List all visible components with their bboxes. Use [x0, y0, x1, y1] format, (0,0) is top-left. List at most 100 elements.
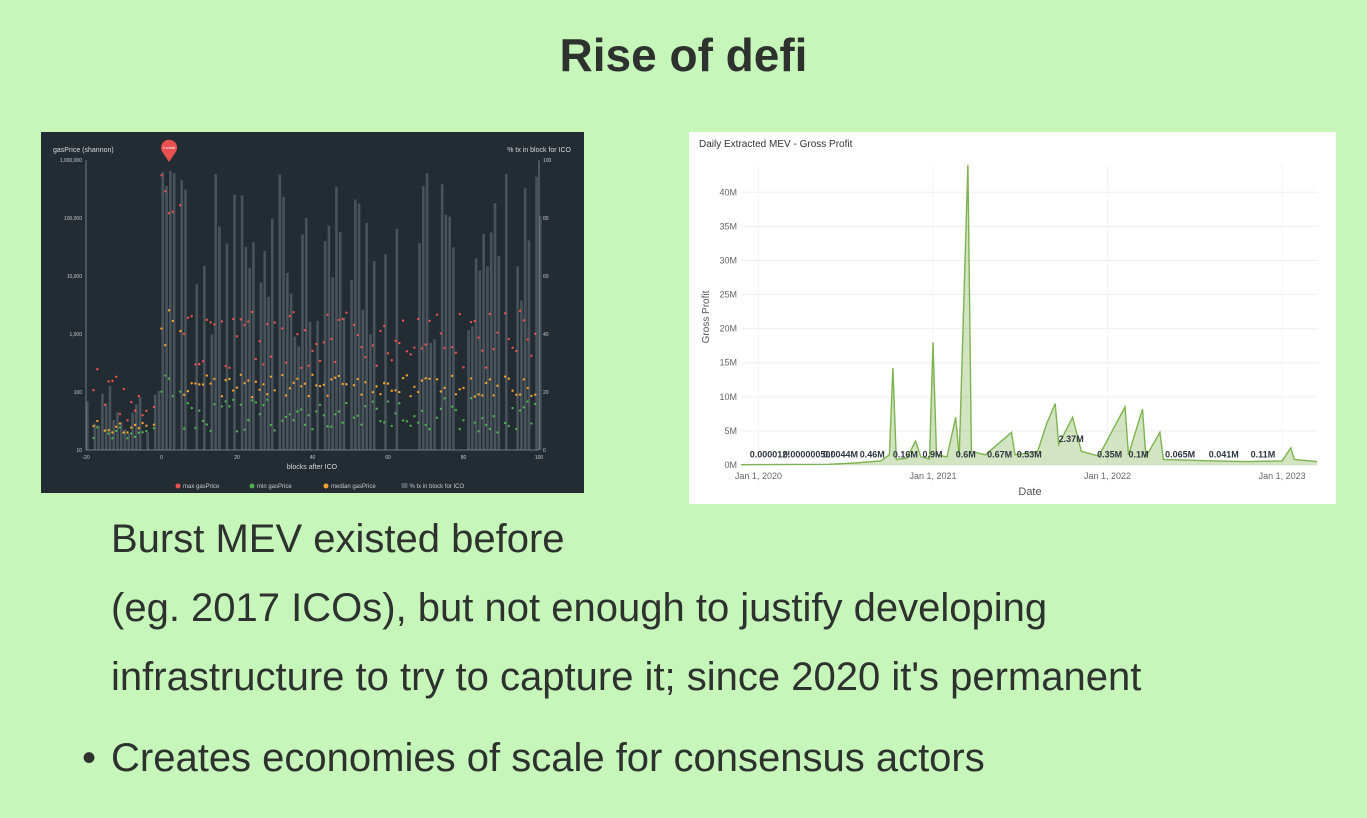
min-gas-point	[405, 420, 409, 423]
min-gas-point	[458, 427, 461, 431]
min-gas-point	[420, 409, 424, 413]
max-gas-point	[322, 341, 326, 344]
median-gas-point	[92, 424, 95, 428]
max-gas-point	[333, 360, 337, 364]
pct-tx-bar	[259, 282, 263, 450]
pct-tx-bar	[112, 419, 116, 450]
pct-tx-bar	[338, 232, 342, 450]
bullet-line-3: infrastructure to try to capture it; sin…	[111, 655, 1142, 699]
mev-data-label: 0.0044M	[823, 450, 858, 460]
min-gas-point	[326, 425, 329, 428]
min-gas-point	[450, 405, 454, 408]
max-gas-point	[326, 313, 329, 316]
invalid-pin	[161, 139, 178, 162]
pct-tx-bar	[267, 296, 270, 450]
pct-tx-bar	[225, 243, 229, 450]
median-gas-point	[492, 394, 495, 397]
min-gas-point	[503, 421, 507, 425]
min-gas-point	[360, 423, 363, 426]
max-gas-point	[186, 316, 190, 319]
left-y-tick-label: 1,000	[69, 332, 82, 338]
median-gas-point	[141, 421, 144, 425]
pct-tx-bar	[323, 241, 327, 450]
median-gas-point	[379, 392, 382, 396]
max-gas-point	[254, 357, 258, 361]
pct-tx-bar	[195, 284, 199, 450]
invalid-marker: Invalid	[161, 139, 178, 162]
max-gas-point	[201, 359, 205, 363]
max-gas-point	[182, 332, 186, 336]
median-gas-point	[213, 377, 216, 381]
left-axes: 10 100 1,000 10,000 100,000 1,000,000 0 20 40 60 8…	[60, 158, 552, 461]
min-gas-point	[299, 408, 303, 411]
max-gas-point	[390, 359, 393, 362]
pct-tx-bar	[286, 272, 289, 450]
pct-tx-bar	[240, 195, 244, 450]
min-gas-point	[534, 402, 537, 406]
min-gas-point	[152, 426, 156, 430]
pct-tx-bar	[365, 223, 368, 450]
pct-tx-bar	[172, 173, 176, 450]
left-y2-tick-label: 0	[543, 448, 546, 454]
max-gas-point	[266, 323, 269, 326]
median-gas-point	[450, 374, 454, 378]
min-gas-point	[186, 402, 190, 405]
min-gas-point	[394, 412, 397, 415]
max-gas-point	[534, 332, 537, 335]
min-gas-point	[439, 407, 443, 411]
median-gas-point	[194, 382, 197, 385]
median-gas-point	[352, 383, 356, 387]
median-gas-point	[496, 384, 499, 387]
max-gas-point	[292, 310, 295, 314]
legend-entry: min gasPrice	[257, 484, 292, 490]
left-y2-tick-label: 100	[543, 158, 552, 164]
median-gas-point	[145, 424, 148, 427]
max-gas-point	[515, 349, 518, 353]
median-gas-point	[473, 395, 477, 398]
max-gas-point	[417, 317, 420, 321]
mev-data-label: 0.065M	[1165, 450, 1195, 460]
median-gas-point	[386, 382, 390, 385]
median-gas-point	[488, 378, 492, 381]
median-gas-point	[220, 395, 224, 398]
pct-tx-bar	[478, 270, 482, 450]
max-gas-point	[122, 387, 125, 391]
min-gas-point	[318, 403, 322, 407]
min-gas-point	[481, 417, 484, 420]
median-gas-point	[371, 390, 375, 394]
right-x-axis-label: Date	[1018, 486, 1041, 498]
median-gas-point	[394, 389, 397, 392]
max-gas-point	[164, 190, 167, 193]
median-gas-point	[254, 380, 258, 384]
median-gas-point	[152, 423, 156, 426]
max-gas-point	[284, 361, 288, 364]
right-x-tick-label: Jan 1, 2023	[1259, 471, 1306, 481]
median-gas-point	[318, 384, 322, 388]
pct-tx-bar	[270, 218, 274, 450]
left-x-tick-label: 80	[461, 455, 467, 461]
min-gas-point	[401, 419, 405, 422]
min-gas-point	[330, 425, 333, 428]
median-gas-point	[356, 377, 359, 381]
median-gas-point	[224, 378, 227, 382]
legend-swatch	[401, 483, 408, 488]
max-gas-point	[103, 403, 107, 407]
right-y-tick-label: 15M	[719, 358, 737, 368]
median-gas-point	[262, 383, 265, 386]
pct-tx-bars	[86, 171, 542, 451]
min-gas-point	[179, 390, 182, 393]
min-gas-point	[303, 423, 307, 427]
min-gas-point	[507, 424, 510, 428]
max-gas-point	[228, 366, 231, 369]
median-gas-point	[326, 394, 329, 397]
min-gas-point	[398, 402, 401, 405]
pct-tx-bar	[527, 240, 531, 450]
median-gas-point	[360, 393, 363, 396]
min-gas-point	[515, 427, 518, 431]
max-gas-point	[394, 339, 397, 343]
pct-tx-bar	[471, 326, 474, 450]
median-gas-point	[288, 387, 292, 390]
min-gas-point	[288, 413, 292, 416]
min-gas-point	[281, 419, 284, 422]
max-gas-point	[299, 366, 303, 370]
